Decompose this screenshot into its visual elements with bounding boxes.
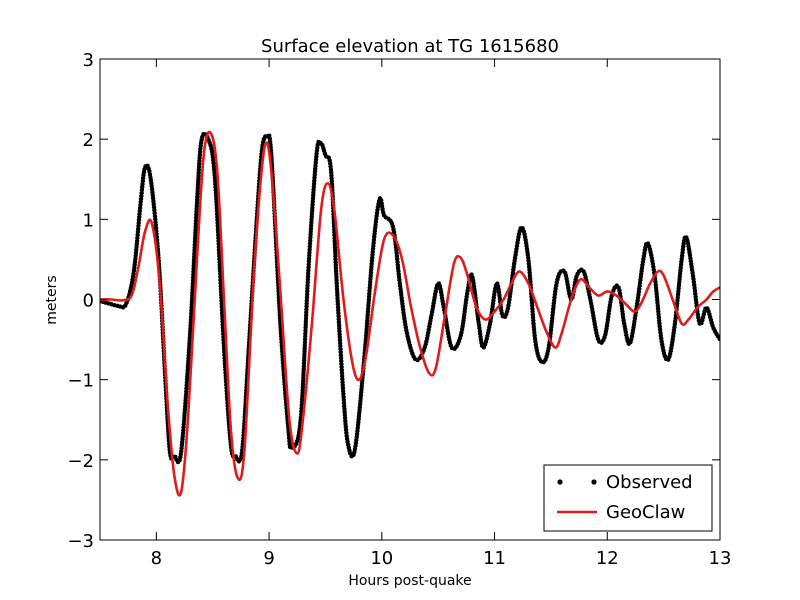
observed-point xyxy=(717,336,720,342)
x-tick-label: 10 xyxy=(370,548,393,569)
chart-title: Surface elevation at TG 1615680 xyxy=(261,36,559,57)
x-tick-label: 11 xyxy=(483,548,506,569)
y-tick-label: 3 xyxy=(83,50,94,71)
x-tick-label: 13 xyxy=(709,548,732,569)
y-tick-label: −2 xyxy=(67,451,94,472)
legend: Observed GeoClaw xyxy=(543,464,713,532)
y-tick-label: 1 xyxy=(83,210,94,231)
legend-observed-marker xyxy=(557,479,563,485)
legend-box xyxy=(543,464,713,532)
series-line-geoclaw xyxy=(100,130,720,497)
y-tick-label: 2 xyxy=(83,130,94,151)
x-tick-label: 8 xyxy=(151,548,162,569)
x-tick-label: 9 xyxy=(263,548,274,569)
legend-geoclaw-label: GeoClaw xyxy=(606,502,685,523)
x-axis-label: Hours post-quake xyxy=(348,573,471,589)
y-tick-label: −1 xyxy=(67,371,94,392)
legend-observed-marker-2 xyxy=(591,479,597,485)
y-tick-label: 0 xyxy=(83,291,94,312)
y-axis-label: meters xyxy=(44,275,60,324)
x-tick-label: 12 xyxy=(596,548,619,569)
y-tick-label: −3 xyxy=(67,531,94,552)
legend-observed-label: Observed xyxy=(606,472,693,493)
series-layer xyxy=(100,130,720,497)
